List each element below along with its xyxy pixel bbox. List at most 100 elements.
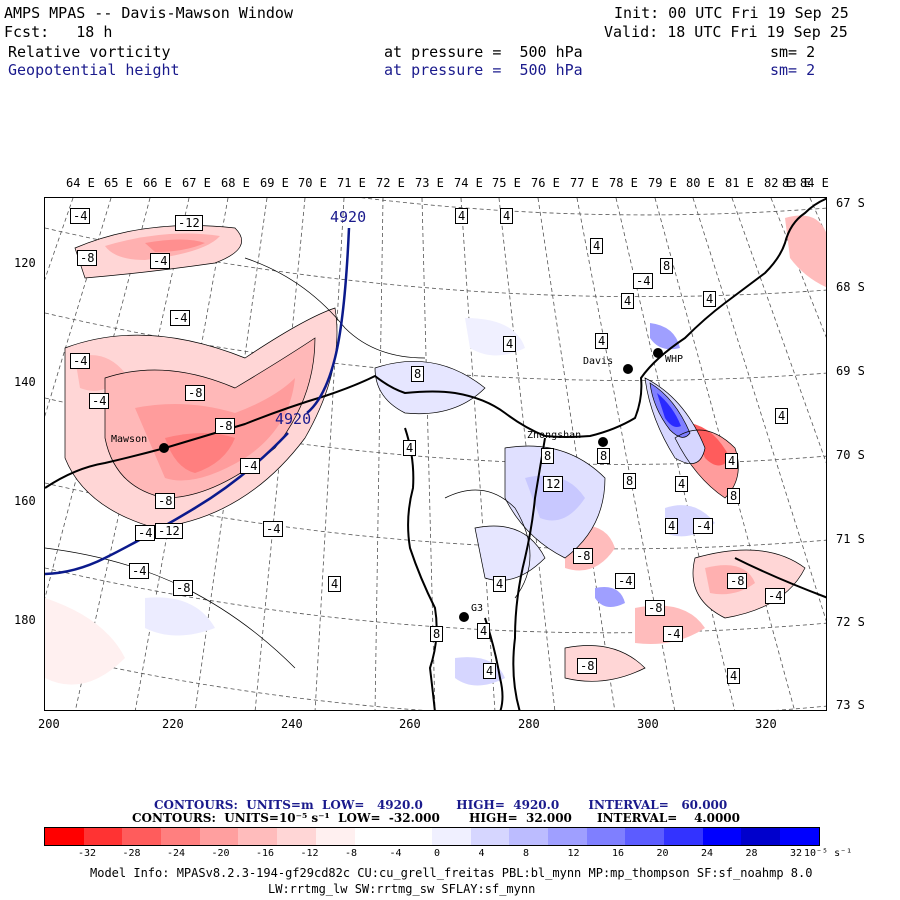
forecast-hour: Fcst: 18 h <box>4 23 113 41</box>
x-tick-label: 200 <box>38 717 60 731</box>
vorticity-label: -4 <box>765 588 786 604</box>
station-marker[interactable] <box>159 443 169 453</box>
colorbar-swatch <box>277 828 316 845</box>
station-marker[interactable] <box>653 348 663 358</box>
vorticity-label: -4 <box>150 253 171 269</box>
colorbar-tick-label: 0 <box>434 848 441 859</box>
vorticity-label: -8 <box>155 493 176 509</box>
colorbar-tick-label: -12 <box>300 848 319 859</box>
height-contour-label: 4920 <box>330 208 367 226</box>
lon-label: 73 E <box>415 176 444 190</box>
x-tick-label: 280 <box>518 717 540 731</box>
x-tick-label: 220 <box>162 717 184 731</box>
vorticity-label: -8 <box>185 385 206 401</box>
y-tick-label: 120 <box>14 256 36 270</box>
x-tick-label: 320 <box>755 717 777 731</box>
vorticity-label: 8 <box>623 473 637 489</box>
lon-label: 81 E <box>725 176 754 190</box>
vorticity-label: -8 <box>573 548 594 564</box>
colorbar-swatch <box>625 828 664 845</box>
colorbar-tick-label: 32 <box>790 848 803 859</box>
lon-label: 76 E <box>531 176 560 190</box>
vorticity-label: -4 <box>129 563 150 579</box>
lon-label: 70 E <box>298 176 327 190</box>
lon-label: 68 E <box>221 176 250 190</box>
station-marker[interactable] <box>598 437 608 447</box>
colorbar-swatch <box>547 828 587 845</box>
vorticity-label: 4 <box>725 453 739 469</box>
lon-label: 67 E <box>182 176 211 190</box>
vorticity-label: 4 <box>703 291 717 307</box>
station-label: Mawson <box>111 434 148 445</box>
colorbar <box>44 827 820 846</box>
colorbar-tick-label: -8 <box>345 848 358 859</box>
vorticity-label: 4 <box>503 336 517 352</box>
coastline <box>45 198 826 710</box>
station-label: Davis <box>583 356 614 367</box>
map-title: AMPS MPAS -- Davis-Mawson Window <box>4 4 293 22</box>
vorticity-label: 4 <box>675 476 689 492</box>
colorbar-swatch <box>315 828 355 845</box>
vorticity-label: 12 <box>543 476 564 492</box>
colorbar-tick-label: 16 <box>612 848 625 859</box>
vorticity-label: 8 <box>727 488 741 504</box>
colorbar-swatch <box>122 828 162 845</box>
vorticity-label: -4 <box>135 525 156 541</box>
station-marker[interactable] <box>623 364 633 374</box>
colorbar-swatch <box>702 828 742 845</box>
vorticity-label: 4 <box>727 668 741 684</box>
x-tick-label: 260 <box>399 717 421 731</box>
init-time: Init: 00 UTC Fri 19 Sep 25 <box>614 4 849 22</box>
lon-label: 66 E <box>143 176 172 190</box>
colorbar-tick-label: 4 <box>478 848 485 859</box>
x-tick-label: 240 <box>281 717 303 731</box>
lat-label: 72 S <box>836 615 865 629</box>
field1-smoothing: sm= 2 <box>770 43 816 61</box>
colorbar-tick-label: 20 <box>656 848 669 859</box>
colorbar-tick-label: 28 <box>745 848 758 859</box>
vorticity-label: -4 <box>263 521 284 537</box>
vorticity-label: 4 <box>595 333 609 349</box>
vorticity-label: 4 <box>621 293 635 309</box>
lon-label: 72 E <box>376 176 405 190</box>
vorticity-label: 8 <box>411 366 425 382</box>
lon-label: 78 E <box>609 176 638 190</box>
map-panel[interactable]: Mawson Davis WHP Zhongshan G3 4920 4920 … <box>44 197 827 711</box>
colorbar-swatch <box>45 828 84 845</box>
vorticity-label: -4 <box>633 273 654 289</box>
vorticity-label: -8 <box>215 418 236 434</box>
colorbar-tick-label: -16 <box>256 848 275 859</box>
colorbar-swatch <box>238 828 278 845</box>
vorticity-label: -8 <box>173 580 194 596</box>
colorbar-swatch <box>470 828 510 845</box>
field1-name: Relative vorticity <box>8 43 171 61</box>
vorticity-label: 8 <box>541 448 555 464</box>
lat-label: 67 S <box>836 196 865 210</box>
height-contour-label: 4920 <box>275 410 312 428</box>
colorbar-tick-label: -24 <box>167 848 186 859</box>
vorticity-label: -4 <box>240 458 261 474</box>
field2-level: at pressure = 500 hPa <box>384 61 583 79</box>
lon-label: 79 E <box>648 176 677 190</box>
station-marker[interactable] <box>459 612 469 622</box>
colorbar-tick-label: -28 <box>122 848 141 859</box>
model-info-physics: LW:rrtmg_lw SW:rrtmg_sw SFLAY:sf_mynn <box>268 882 536 896</box>
y-tick-label: 160 <box>14 494 36 508</box>
lon-label: 75 E <box>492 176 521 190</box>
lon-label: 84 E <box>800 176 829 190</box>
lon-label: 69 E <box>260 176 289 190</box>
station-label: G3 <box>471 603 484 614</box>
colorbar-swatch <box>586 828 626 845</box>
vorticity-label: 4 <box>775 408 789 424</box>
vorticity-label: -4 <box>615 573 636 589</box>
vorticity-label: -4 <box>170 310 191 326</box>
field1-level: at pressure = 500 hPa <box>384 43 583 61</box>
vorticity-label: 4 <box>403 440 417 456</box>
vorticity-label: 8 <box>430 626 444 642</box>
lon-label: 65 E <box>104 176 133 190</box>
lon-label: 80 E <box>686 176 715 190</box>
vorticity-label: -8 <box>577 658 598 674</box>
vorticity-label: 4 <box>500 208 514 224</box>
field2-smoothing: sm= 2 <box>770 61 816 79</box>
station-label: WHP <box>665 354 684 365</box>
